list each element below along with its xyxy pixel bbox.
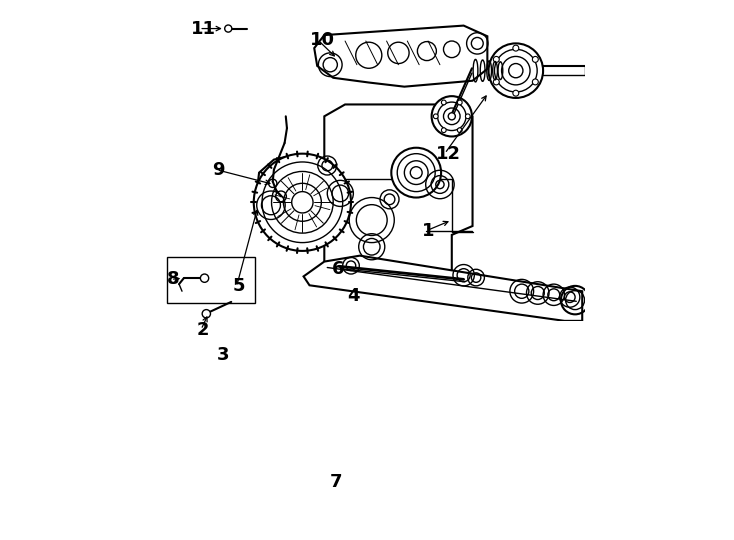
- Circle shape: [457, 100, 462, 105]
- Polygon shape: [167, 257, 255, 303]
- Text: 6: 6: [332, 260, 344, 278]
- Text: 10: 10: [310, 31, 335, 50]
- Circle shape: [465, 114, 470, 119]
- Circle shape: [441, 128, 446, 132]
- Circle shape: [432, 96, 472, 137]
- Text: 12: 12: [437, 145, 462, 163]
- Text: 11: 11: [191, 19, 216, 38]
- Circle shape: [532, 56, 538, 62]
- Circle shape: [493, 79, 499, 85]
- Polygon shape: [304, 255, 582, 321]
- Circle shape: [254, 154, 351, 251]
- Text: 1: 1: [422, 222, 435, 240]
- Circle shape: [513, 45, 519, 51]
- Circle shape: [200, 274, 208, 282]
- Polygon shape: [324, 104, 473, 273]
- Text: 7: 7: [330, 473, 343, 491]
- Text: 2: 2: [197, 321, 209, 339]
- Polygon shape: [314, 25, 487, 86]
- Circle shape: [433, 114, 438, 119]
- Circle shape: [448, 113, 455, 120]
- Circle shape: [407, 477, 415, 485]
- Circle shape: [532, 79, 538, 85]
- Text: 5: 5: [233, 278, 245, 295]
- Text: 8: 8: [167, 271, 179, 288]
- Circle shape: [391, 148, 441, 198]
- Circle shape: [410, 167, 422, 179]
- Text: 4: 4: [347, 287, 360, 305]
- Polygon shape: [256, 155, 351, 247]
- Circle shape: [441, 100, 446, 105]
- Circle shape: [493, 56, 499, 62]
- Circle shape: [225, 25, 232, 32]
- Circle shape: [513, 90, 519, 96]
- Circle shape: [291, 192, 313, 213]
- Circle shape: [202, 309, 211, 318]
- Circle shape: [489, 43, 543, 98]
- Circle shape: [230, 332, 239, 340]
- Circle shape: [457, 128, 462, 132]
- Text: 3: 3: [217, 346, 229, 364]
- Text: 9: 9: [212, 161, 225, 179]
